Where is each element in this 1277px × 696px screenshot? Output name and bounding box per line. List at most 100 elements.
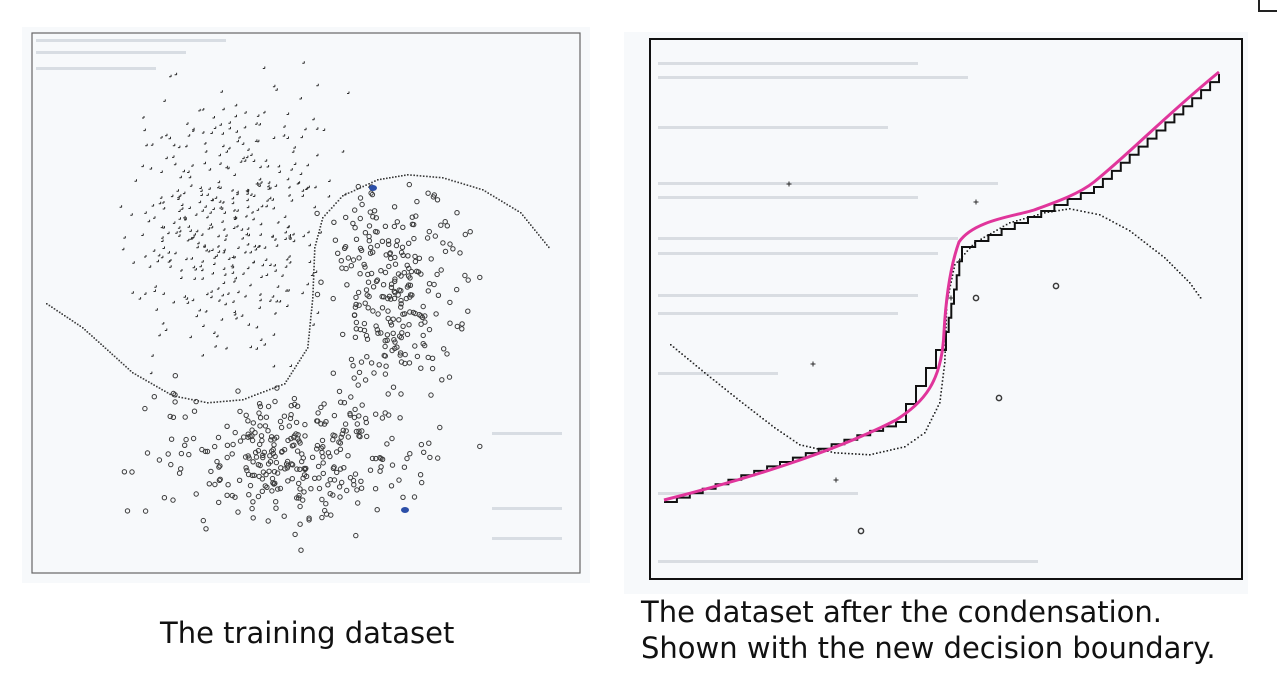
circle-point [407,275,413,281]
circle-point [365,271,371,278]
plus-point [169,74,172,78]
plus-point [143,128,146,132]
plus-point [249,283,252,287]
plus-point [237,290,240,294]
circle-point [333,449,340,455]
plus-point [275,299,278,303]
plus-point [281,274,284,277]
circle-point [378,455,384,462]
circle-point [249,505,255,512]
plus-point [265,204,268,208]
circle-point [426,440,432,446]
circle-point [320,460,326,466]
circle-point [435,292,442,298]
circle-point [319,449,325,456]
circle-point [361,327,368,334]
plus-point [222,267,226,270]
plus-point [198,200,202,204]
circle-point [250,420,257,426]
circle-point [404,331,411,338]
circle-point [369,455,376,462]
plus-point [149,167,153,170]
circle-point [477,443,483,450]
circle-point [337,466,344,472]
plus-point [161,236,164,239]
circle-point [297,503,303,510]
circle-point [431,281,437,288]
training-dataset-image [22,27,590,583]
plus-point [177,226,181,229]
circle-point [373,411,379,417]
circle-point [341,400,348,406]
circle-point [318,421,324,427]
plus-point [145,143,148,147]
plus-point [246,192,249,195]
circle-point [230,441,236,448]
plus-point [251,211,254,214]
plus-point [288,236,291,239]
circle-point [427,454,433,461]
circle-point [390,384,397,390]
plus-point [213,262,216,265]
circle-point [391,223,398,230]
circle-point [277,418,284,425]
circle-point [294,448,301,454]
plus-point [213,256,216,259]
circle-point [398,273,404,279]
plus-point [207,249,211,253]
circle-point [379,415,386,421]
circle-point [353,294,359,301]
circle-point [403,295,409,302]
plus-point [165,156,168,160]
circle-point [186,451,192,458]
plus-point [301,291,304,295]
circle-point [392,261,399,267]
circle-point [303,465,309,472]
circle-point [256,401,263,407]
circle-point [398,334,404,341]
circle-point [454,286,460,293]
circle-point [144,450,151,456]
plus-point [211,248,214,251]
circle-point [295,436,301,442]
circle-point [273,499,279,505]
plus-point [228,146,231,150]
plus-point [255,325,259,329]
plus-point [245,155,249,159]
circle-point [385,238,392,244]
plus-point [274,312,277,315]
circle-point [364,433,370,440]
plus-point [148,265,152,268]
circle-point [286,423,292,429]
plus-point [292,232,295,236]
circle-point [292,531,298,538]
circle-point [217,463,223,469]
plus-point [188,206,191,209]
circle-point [372,486,379,492]
plus-point [131,291,134,294]
circle-point [323,501,329,507]
plus-point [284,265,288,268]
circle-point [419,479,425,486]
plus-point [264,258,268,261]
circle-point [267,453,273,459]
circle-point [442,248,449,255]
plus-point [315,127,319,130]
circle-point [330,295,336,302]
circle-point [142,508,149,514]
plus-point [256,208,260,211]
circle-point [352,207,358,213]
plus-point [217,250,221,253]
circle-point [440,240,446,246]
plus-point [241,237,244,240]
plus-point [273,264,276,267]
circle-point [182,414,188,420]
circle-point [300,497,306,503]
circle-point [142,405,148,412]
circle-point [434,197,441,203]
circle-point [314,210,320,217]
plus-point [227,257,231,260]
circle-point [400,311,406,317]
circle-point [330,370,336,376]
circle-point [224,423,230,429]
